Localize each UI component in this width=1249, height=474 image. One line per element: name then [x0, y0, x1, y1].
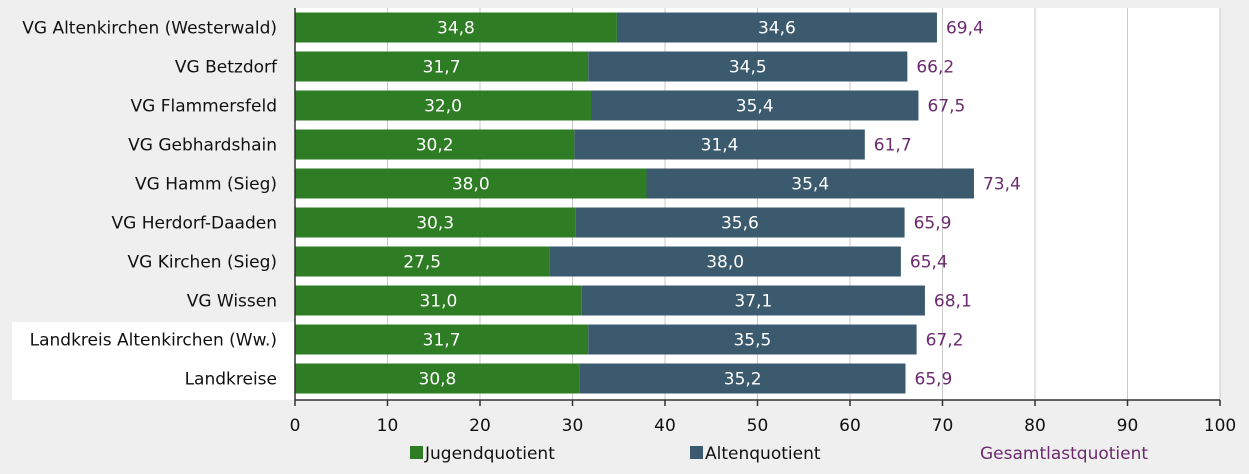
bar-altenquotient: [591, 90, 919, 121]
bar-altenquotient: [646, 168, 974, 199]
category-label: VG Kirchen (Sieg): [128, 253, 277, 273]
legend-altenquotient: Altenquotient: [690, 444, 821, 464]
bar-value-label: 27,5: [403, 253, 441, 273]
bar-jugendquotient: [295, 207, 576, 238]
category-label: VG Wissen: [187, 292, 277, 312]
bar-value-label: 30,8: [419, 370, 457, 390]
bar-value-label: 31,0: [419, 292, 457, 312]
x-tick-label: 0: [290, 416, 301, 436]
category-label: VG Hamm (Sieg): [135, 175, 277, 195]
bar-value-label: 35,4: [791, 175, 829, 195]
category-label: Landkreis Altenkirchen (Ww.): [30, 331, 277, 351]
bar-jugendquotient: [295, 168, 647, 199]
bar-value-label: 30,3: [416, 214, 454, 234]
legend-swatch: [410, 446, 423, 459]
bar-altenquotient: [549, 246, 901, 277]
x-axis: 0 10 20 30 40 50 60 70 80 90 100: [290, 8, 1236, 436]
bar-altenquotient: [579, 363, 906, 394]
x-tick-label: 70: [932, 416, 954, 436]
x-tick-label: 90: [1117, 416, 1139, 436]
bar-jugendquotient: [295, 90, 591, 121]
category-label: Landkreise: [185, 370, 277, 390]
category-label: VG Herdorf-Daaden: [112, 214, 277, 234]
legend-swatch: [690, 446, 703, 459]
legend-label: Gesamtlastquotient: [980, 444, 1148, 464]
bar-jugendquotient: [295, 246, 550, 277]
bar-value-label: 35,2: [724, 370, 762, 390]
bar-value-label: 37,1: [734, 292, 772, 312]
category-labels: VG Altenkirchen (Westerwald) VG Betzdorf V…: [22, 19, 278, 390]
legend-gesamtlastquotient: Gesamtlastquotient: [980, 444, 1148, 464]
x-tick-label: 10: [377, 416, 399, 436]
bar-value-label: 31,7: [423, 331, 461, 351]
legend: Jugendquotient Altenquotient Gesamtlastquo…: [410, 444, 1148, 464]
bar-value-label: 38,0: [706, 253, 744, 273]
bar-value-label: 30,2: [416, 136, 454, 156]
total-value-label: 65,9: [914, 214, 952, 234]
bar-altenquotient: [574, 129, 865, 160]
total-value-label: 73,4: [983, 175, 1021, 195]
bar-value-label: 35,4: [736, 97, 774, 117]
bar-value-label: 34,5: [729, 58, 767, 78]
category-label: VG Betzdorf: [175, 58, 278, 78]
category-label: VG Flammersfeld: [130, 97, 277, 117]
category-label: VG Altenkirchen (Westerwald): [22, 19, 277, 39]
total-value-label: 65,9: [915, 370, 953, 390]
legend-label: Jugendquotient: [424, 444, 555, 464]
bar-value-label: 34,6: [758, 19, 796, 39]
x-tick-label: 80: [1024, 416, 1046, 436]
bar-value-label: 31,4: [701, 136, 739, 156]
bar-jugendquotient: [295, 12, 617, 43]
x-tick-label: 30: [562, 416, 584, 436]
total-value-label: 65,4: [910, 253, 948, 273]
total-value-label: 69,4: [946, 19, 984, 39]
bar-altenquotient: [588, 51, 908, 82]
bar-jugendquotient: [295, 363, 580, 394]
x-tick-label: 60: [839, 416, 861, 436]
x-tick-label: 20: [469, 416, 491, 436]
category-label: VG Gebhardshain: [128, 136, 277, 156]
bar-jugendquotient: [295, 324, 589, 355]
bar-value-label: 34,8: [437, 19, 475, 39]
bar-jugendquotient: [295, 51, 589, 82]
total-value-label: 68,1: [934, 292, 972, 312]
bar-jugendquotient: [295, 129, 575, 160]
bar-value-label: 31,7: [423, 58, 461, 78]
bar-value-label: 32,0: [424, 97, 462, 117]
bar-altenquotient: [588, 324, 917, 355]
bar-altenquotient: [616, 12, 937, 43]
total-value-label: 67,2: [926, 331, 964, 351]
bar-altenquotient: [581, 285, 925, 316]
legend-label: Altenquotient: [705, 444, 821, 464]
total-value-label: 67,5: [927, 97, 965, 117]
bar-value-label: 38,0: [452, 175, 490, 195]
total-value-label: 61,7: [874, 136, 912, 156]
bar-value-label: 35,6: [721, 214, 759, 234]
legend-jugendquotient: Jugendquotient: [410, 444, 555, 464]
bar-jugendquotient: [295, 285, 582, 316]
bars: 34,8 34,6 69,4 31,7 34,5 66,2 32,0 35,4 67,5 30,2…: [295, 12, 1021, 394]
x-tick-label: 40: [654, 416, 676, 436]
total-value-label: 66,2: [916, 58, 954, 78]
bar-altenquotient: [575, 207, 905, 238]
bar-value-label: 35,5: [733, 331, 771, 351]
x-tick-label: 100: [1204, 416, 1236, 436]
x-tick-label: 50: [747, 416, 769, 436]
